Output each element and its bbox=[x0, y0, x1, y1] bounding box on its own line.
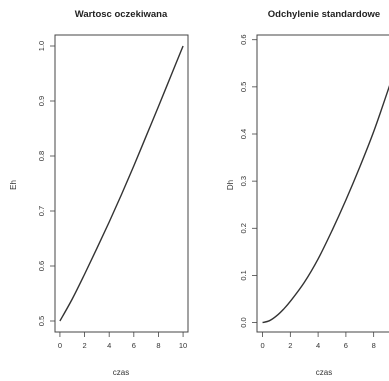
panel-1-y-axis-label: Eh bbox=[9, 180, 18, 190]
panel-2-x-tick-label: 4 bbox=[316, 341, 320, 350]
panel-2-y-axis-label: Dh bbox=[226, 180, 235, 190]
panel-1-y-tick-label: 1.0 bbox=[37, 41, 46, 51]
panel-1-title: Wartosc oczekiwana bbox=[75, 9, 168, 20]
panel-2-y-tick-label: 0.4 bbox=[239, 129, 248, 139]
panel-2-x-tick-label: 8 bbox=[372, 341, 376, 350]
panel-1-x-tick-label: 4 bbox=[107, 341, 111, 350]
panel-1-series-line bbox=[59, 45, 184, 322]
panel-1-y-tick-label: 0.6 bbox=[37, 261, 46, 271]
panel-1-x-tick-label: 8 bbox=[156, 341, 160, 350]
panel-2-series-line bbox=[262, 85, 389, 324]
panel-standard-deviation: Odchylenie standardowe 02468100.00.10.20… bbox=[226, 9, 389, 377]
panel-1-x-tick-label: 10 bbox=[179, 341, 187, 350]
panel-2-y-tick-label: 0.0 bbox=[239, 317, 248, 327]
panel-1-x-axis-label: czas bbox=[113, 368, 129, 377]
panel-2-x-tick-label: 6 bbox=[344, 341, 348, 350]
panel-1-y-tick-label: 0.9 bbox=[37, 96, 46, 106]
panel-2-x-axis-label: czas bbox=[316, 368, 332, 377]
panel-expected-value: Wartosc oczekiwana 0 2 4 6 8 10 0.5 0.6 0.7 0.8 0.… bbox=[9, 9, 189, 377]
panel-2-plot-frame bbox=[256, 34, 389, 333]
panel-1-y-tick-label: 0.5 bbox=[37, 316, 46, 326]
panel-2-y-tick-label: 0.2 bbox=[239, 223, 248, 233]
panel-2-y-tick-label: 0.3 bbox=[239, 176, 248, 186]
panel-2-x-tick-label: 2 bbox=[288, 341, 292, 350]
panel-1-y-tick-label: 0.7 bbox=[37, 206, 46, 216]
panel-1-x-tick-label: 0 bbox=[58, 341, 62, 350]
panel-2-y-tick-label: 0.6 bbox=[239, 34, 248, 44]
panel-2-title: Odchylenie standardowe bbox=[268, 9, 380, 20]
panel-1-plot-frame bbox=[54, 34, 189, 333]
panel-1-y-tick-label: 0.8 bbox=[37, 151, 46, 161]
panel-1-x-tick-label: 6 bbox=[132, 341, 136, 350]
panel-1-marks: 0 2 4 6 8 10 0.5 0.6 0.7 0.8 0.9 1.0 bbox=[37, 41, 187, 350]
panel-2-x-tick-label: 0 bbox=[260, 341, 264, 350]
panel-2-y-tick-label: 0.1 bbox=[239, 270, 248, 280]
panel-1-x-tick-label: 2 bbox=[82, 341, 86, 350]
panel-2-y-tick-label: 0.5 bbox=[239, 82, 248, 92]
